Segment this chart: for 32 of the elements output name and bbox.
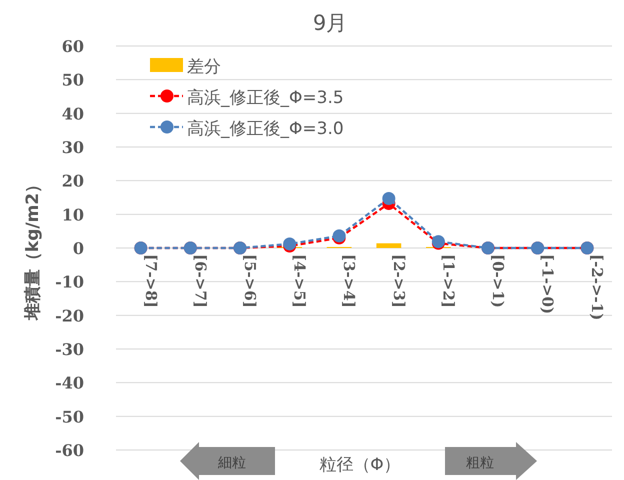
y-tick-label: -60 <box>55 441 84 460</box>
x-axis-title: 粒径（Φ） <box>319 455 401 475</box>
text: 細粒 <box>217 455 246 471</box>
y-tick-label: 50 <box>62 70 84 90</box>
x-tick-label: [-2->-1) <box>588 254 606 320</box>
y-tick-label: 20 <box>62 172 84 191</box>
y-axis-title: 堆積量（kg/m2） <box>23 176 43 322</box>
y-tick-label: 0 <box>72 239 84 258</box>
x-tick-label: [4->5] <box>290 254 309 308</box>
text: 粗粒 <box>466 455 494 471</box>
y-tick-label: 40 <box>62 104 84 124</box>
chart-title: 9月 <box>312 11 348 35</box>
x-tick-label: [5->6] <box>241 254 259 308</box>
x-tick-label: [6->7] <box>191 254 210 308</box>
x-tick-label: [2->3] <box>390 254 408 308</box>
y-tick-label: 30 <box>62 138 84 157</box>
y-tick-label: -40 <box>55 374 84 393</box>
x-tick-label: [0->1) <box>489 254 507 308</box>
legend-label: 高浜_修正後_Φ=3.5 <box>187 88 344 108</box>
point <box>382 192 396 206</box>
y-tick-label: 10 <box>62 205 84 224</box>
y-tick-label: -20 <box>55 306 84 326</box>
x-tick-label: [7->8] <box>142 254 160 308</box>
x-tick-label: [-1->0) <box>538 254 557 314</box>
x-tick-label: [3->4] <box>340 254 358 308</box>
y-tick-label: -10 <box>55 272 84 292</box>
legend-label: 差分 <box>187 57 221 77</box>
y-tick-label: -30 <box>55 340 84 359</box>
x-tick-label: [1->2] <box>439 254 458 308</box>
legend-label: 高浜_修正後_Φ=3.0 <box>187 119 344 139</box>
y-tick-label: -50 <box>55 407 84 426</box>
y-tick-label: 60 <box>62 37 84 56</box>
